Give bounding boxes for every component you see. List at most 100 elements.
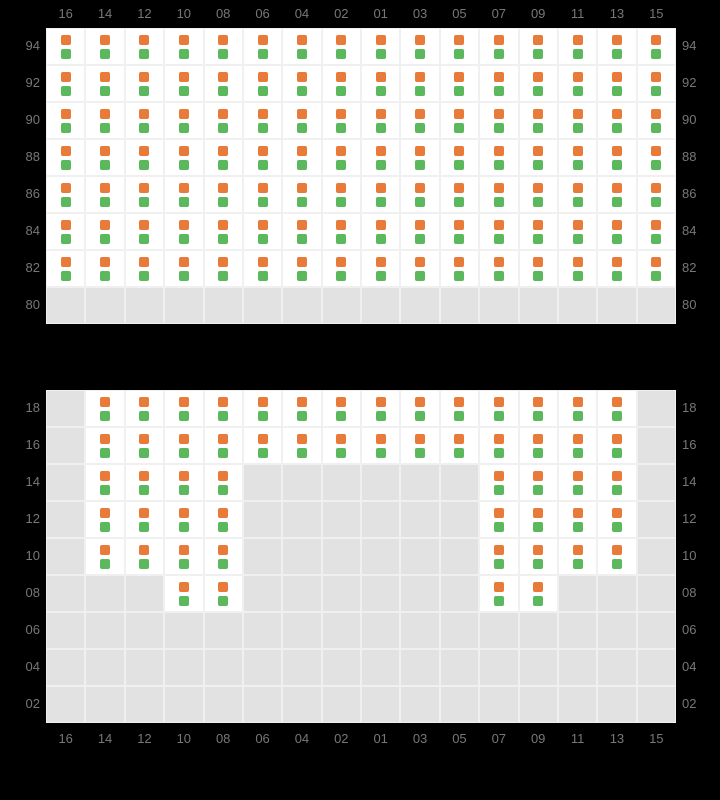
seat-cell-available[interactable] — [479, 213, 518, 250]
seat-cell-available[interactable] — [361, 213, 400, 250]
seat-cell-available[interactable] — [519, 538, 558, 575]
seat-cell-available[interactable] — [243, 28, 282, 65]
seat-cell-available[interactable] — [243, 390, 282, 427]
seat-cell-available[interactable] — [322, 390, 361, 427]
seat-cell-available[interactable] — [361, 139, 400, 176]
seat-cell-available[interactable] — [558, 65, 597, 102]
seat-cell-available[interactable] — [479, 28, 518, 65]
seat-cell-available[interactable] — [204, 390, 243, 427]
seat-cell-available[interactable] — [164, 427, 203, 464]
seat-cell-available[interactable] — [400, 102, 439, 139]
seat-cell-available[interactable] — [85, 65, 124, 102]
seat-cell-available[interactable] — [440, 390, 479, 427]
seat-cell-available[interactable] — [519, 28, 558, 65]
seat-cell-available[interactable] — [243, 250, 282, 287]
seat-cell-available[interactable] — [85, 427, 124, 464]
seat-cell-available[interactable] — [204, 176, 243, 213]
seat-cell-available[interactable] — [204, 464, 243, 501]
seat-cell-available[interactable] — [440, 213, 479, 250]
seat-cell-available[interactable] — [519, 390, 558, 427]
seat-cell-available[interactable] — [558, 102, 597, 139]
seat-cell-available[interactable] — [204, 28, 243, 65]
seat-cell-available[interactable] — [637, 213, 676, 250]
seat-cell-available[interactable] — [243, 427, 282, 464]
seat-cell-available[interactable] — [204, 213, 243, 250]
seat-cell-available[interactable] — [85, 213, 124, 250]
seat-cell-available[interactable] — [558, 390, 597, 427]
seat-cell-available[interactable] — [597, 464, 636, 501]
seat-cell-available[interactable] — [243, 102, 282, 139]
seat-cell-available[interactable] — [46, 28, 85, 65]
seat-cell-available[interactable] — [361, 427, 400, 464]
seat-cell-available[interactable] — [125, 390, 164, 427]
seat-cell-available[interactable] — [558, 139, 597, 176]
seat-cell-available[interactable] — [519, 65, 558, 102]
seat-cell-available[interactable] — [85, 139, 124, 176]
seat-cell-available[interactable] — [164, 390, 203, 427]
seat-cell-available[interactable] — [282, 102, 321, 139]
seat-cell-available[interactable] — [519, 102, 558, 139]
seat-cell-available[interactable] — [519, 501, 558, 538]
seat-cell-available[interactable] — [400, 390, 439, 427]
seat-cell-available[interactable] — [282, 176, 321, 213]
seat-cell-available[interactable] — [204, 65, 243, 102]
seat-cell-available[interactable] — [125, 213, 164, 250]
seat-cell-available[interactable] — [282, 250, 321, 287]
seat-cell-available[interactable] — [440, 250, 479, 287]
seat-cell-available[interactable] — [46, 102, 85, 139]
seat-cell-available[interactable] — [637, 65, 676, 102]
seat-cell-available[interactable] — [125, 501, 164, 538]
seat-cell-available[interactable] — [519, 176, 558, 213]
seat-cell-available[interactable] — [164, 176, 203, 213]
seat-cell-available[interactable] — [597, 139, 636, 176]
seat-cell-available[interactable] — [479, 139, 518, 176]
seat-cell-available[interactable] — [597, 427, 636, 464]
seat-cell-available[interactable] — [164, 250, 203, 287]
seat-cell-available[interactable] — [125, 464, 164, 501]
seat-cell-available[interactable] — [519, 213, 558, 250]
seat-cell-available[interactable] — [322, 250, 361, 287]
seat-cell-available[interactable] — [400, 427, 439, 464]
seat-cell-available[interactable] — [164, 28, 203, 65]
seat-cell-available[interactable] — [322, 28, 361, 65]
seat-cell-available[interactable] — [479, 464, 518, 501]
seat-cell-available[interactable] — [322, 139, 361, 176]
seat-cell-available[interactable] — [597, 28, 636, 65]
seat-cell-available[interactable] — [243, 213, 282, 250]
seat-cell-available[interactable] — [361, 390, 400, 427]
seat-cell-available[interactable] — [164, 501, 203, 538]
seat-cell-available[interactable] — [637, 250, 676, 287]
seat-cell-available[interactable] — [558, 213, 597, 250]
seat-cell-available[interactable] — [597, 65, 636, 102]
seat-cell-available[interactable] — [243, 65, 282, 102]
seat-cell-available[interactable] — [637, 28, 676, 65]
seat-cell-available[interactable] — [479, 176, 518, 213]
seat-cell-available[interactable] — [637, 139, 676, 176]
seat-cell-available[interactable] — [558, 28, 597, 65]
seat-cell-available[interactable] — [597, 250, 636, 287]
seat-cell-available[interactable] — [558, 250, 597, 287]
seat-cell-available[interactable] — [164, 538, 203, 575]
seat-cell-available[interactable] — [282, 213, 321, 250]
seat-cell-available[interactable] — [519, 464, 558, 501]
seat-cell-available[interactable] — [400, 250, 439, 287]
seat-cell-available[interactable] — [125, 538, 164, 575]
seat-cell-available[interactable] — [558, 538, 597, 575]
seat-cell-available[interactable] — [597, 102, 636, 139]
seat-cell-available[interactable] — [125, 65, 164, 102]
seat-cell-available[interactable] — [519, 427, 558, 464]
seat-cell-available[interactable] — [164, 464, 203, 501]
seat-cell-available[interactable] — [519, 575, 558, 612]
seat-cell-available[interactable] — [164, 213, 203, 250]
seat-cell-available[interactable] — [204, 501, 243, 538]
seat-cell-available[interactable] — [322, 176, 361, 213]
seat-cell-available[interactable] — [637, 102, 676, 139]
seat-cell-available[interactable] — [440, 176, 479, 213]
seat-cell-available[interactable] — [164, 139, 203, 176]
seat-cell-available[interactable] — [125, 176, 164, 213]
seat-cell-available[interactable] — [361, 28, 400, 65]
seat-cell-available[interactable] — [597, 538, 636, 575]
seat-cell-available[interactable] — [85, 390, 124, 427]
seat-cell-available[interactable] — [46, 213, 85, 250]
seat-cell-available[interactable] — [204, 139, 243, 176]
